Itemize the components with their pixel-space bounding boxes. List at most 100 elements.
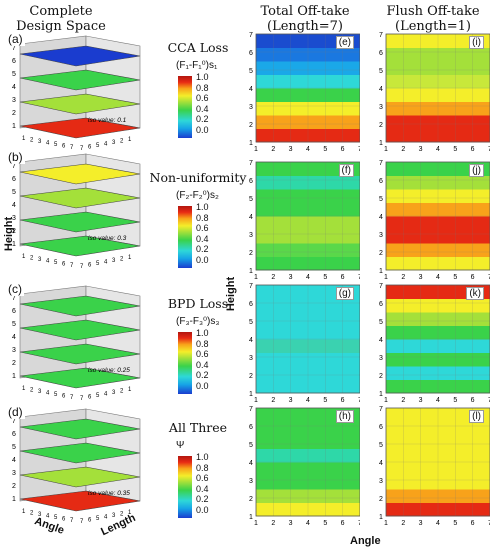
y-tick: 3 bbox=[379, 104, 383, 111]
heatmap-band bbox=[386, 489, 490, 503]
y-tick: 1 bbox=[249, 268, 253, 275]
contour-slice bbox=[19, 187, 141, 209]
heatmap-band bbox=[256, 34, 360, 48]
heatmap-band bbox=[256, 298, 360, 313]
iso-value-label: iso value: 0.25 bbox=[88, 367, 130, 374]
angle-tick: 2 bbox=[30, 388, 34, 394]
heatmap-letter: (f) bbox=[338, 164, 354, 177]
design-space-panel: 1 2 3 4 5 6 7 1 7 2 6 3 5 4 4 5 3 6 2 7 1 iso value: 0.1 (a) bbox=[6, 32, 146, 152]
x-tick: 1 bbox=[384, 397, 388, 403]
heatmap-band bbox=[256, 325, 360, 340]
colorbar-tick: 0.0 bbox=[196, 380, 209, 391]
contour-slice bbox=[19, 490, 141, 512]
y-tick: 1 bbox=[249, 140, 253, 147]
length-tick: 1 bbox=[128, 137, 132, 143]
y-tick: 3 bbox=[249, 478, 253, 485]
y-tick: 7 bbox=[379, 283, 383, 290]
contour-slice bbox=[19, 466, 141, 488]
x-tick: 1 bbox=[254, 146, 258, 152]
heatmap-band bbox=[256, 61, 360, 75]
x-tick: 4 bbox=[306, 146, 310, 152]
x-tick: 4 bbox=[436, 520, 440, 526]
y-tick: 3 bbox=[379, 478, 383, 485]
colorbar-tick: 0.6 bbox=[196, 93, 209, 103]
length-tick: 5 bbox=[96, 143, 100, 149]
heatmap-band bbox=[386, 352, 490, 367]
length-tick: 2 bbox=[120, 389, 124, 395]
colorbar-tick: 0.2 bbox=[196, 244, 209, 254]
x-tick: 7 bbox=[358, 146, 360, 152]
colorbar-tick: 0.8 bbox=[196, 338, 209, 349]
heatmap-band bbox=[256, 489, 360, 503]
heatmap-band bbox=[386, 379, 490, 394]
height-tick: 3 bbox=[12, 347, 16, 354]
panel-letter: (a) bbox=[6, 32, 25, 46]
heatmap-band bbox=[386, 101, 490, 116]
colorbar-tick: 0.2 bbox=[196, 114, 209, 124]
x-tick: 1 bbox=[254, 274, 258, 280]
contour-slice bbox=[19, 45, 141, 67]
design-space-panel: 1 2 3 4 5 6 7 1 7 2 6 3 5 4 4 5 3 6 2 7 1 iso value: 0.3 (b) bbox=[6, 150, 146, 270]
left-height-label: Height bbox=[3, 216, 16, 252]
heatmap-band bbox=[256, 448, 360, 463]
heatmap-band bbox=[386, 74, 490, 89]
y-tick: 6 bbox=[249, 50, 253, 57]
y-tick: 6 bbox=[379, 50, 383, 57]
height-tick: 3 bbox=[12, 470, 16, 477]
angle-tick: 6 bbox=[62, 262, 66, 268]
x-tick: 2 bbox=[401, 274, 405, 280]
x-tick: 1 bbox=[254, 520, 258, 526]
heatmap-band bbox=[256, 88, 360, 102]
y-tick: 4 bbox=[379, 214, 383, 221]
heatmap-band bbox=[386, 34, 490, 48]
angle-tick: 2 bbox=[30, 138, 34, 144]
metric-label: All Three bbox=[168, 420, 228, 435]
heatmap-band bbox=[386, 408, 490, 422]
colorbar-title: Ψ bbox=[176, 440, 185, 451]
heatmap-band bbox=[256, 435, 360, 449]
length-tick: 6 bbox=[88, 263, 92, 269]
contour-slice bbox=[19, 235, 141, 257]
y-tick: 4 bbox=[379, 337, 383, 344]
heatmap-band bbox=[256, 229, 360, 244]
heatmap-letter: (k) bbox=[466, 287, 484, 300]
header-design-space-text: Complete Design Space bbox=[16, 4, 106, 34]
colorbar-tick: 1.0 bbox=[196, 452, 209, 462]
x-tick: 5 bbox=[323, 146, 327, 152]
length-tick: 7 bbox=[80, 519, 84, 525]
heatmap-band bbox=[386, 88, 490, 102]
heatmap-band bbox=[386, 502, 490, 517]
design-space-panel: 1 2 3 4 5 6 7 1 7 2 6 3 5 4 4 5 3 6 2 7 1 iso value: 0.35 (d) bbox=[6, 405, 146, 525]
colorbar bbox=[178, 76, 192, 138]
angle-tick: 6 bbox=[62, 517, 66, 523]
angle-tick: 5 bbox=[54, 392, 58, 398]
colorbar-ticks: 1.0 0.8 0.6 0.4 0.2 0.0 bbox=[196, 328, 209, 391]
metric-label: BPD Loss bbox=[167, 296, 229, 311]
height-tick: 2 bbox=[12, 228, 16, 235]
y-tick: 1 bbox=[379, 391, 383, 398]
colorbar-tick: 0.0 bbox=[196, 504, 209, 515]
heatmap-band bbox=[386, 462, 490, 476]
x-tick: 2 bbox=[401, 520, 405, 526]
height-tick: 6 bbox=[12, 431, 16, 438]
x-tick: 3 bbox=[419, 397, 423, 403]
height-tick: 7 bbox=[12, 295, 16, 302]
colorbar-tick: 0.4 bbox=[196, 103, 209, 114]
angle-tick: 4 bbox=[46, 141, 50, 147]
x-tick: 2 bbox=[271, 397, 275, 403]
x-tick: 6 bbox=[471, 397, 475, 403]
x-tick: 7 bbox=[488, 274, 490, 280]
heatmap-band bbox=[256, 379, 360, 394]
height-tick: 5 bbox=[12, 189, 16, 196]
y-tick: 6 bbox=[379, 178, 383, 185]
y-tick: 5 bbox=[249, 68, 253, 75]
x-tick: 2 bbox=[401, 146, 405, 152]
x-tick: 6 bbox=[341, 397, 345, 403]
heatmap-letter: (j) bbox=[469, 164, 484, 177]
heatmap-band bbox=[386, 312, 490, 326]
length-tick: 2 bbox=[120, 139, 124, 145]
angle-tick: 6 bbox=[62, 144, 66, 150]
contour-slice bbox=[19, 163, 141, 185]
heatmap-panel: 1 1 2 2 3 3 4 4 5 5 6 6 7 7 (f) bbox=[248, 160, 362, 281]
bottom-angle-label: Angle bbox=[350, 535, 381, 547]
